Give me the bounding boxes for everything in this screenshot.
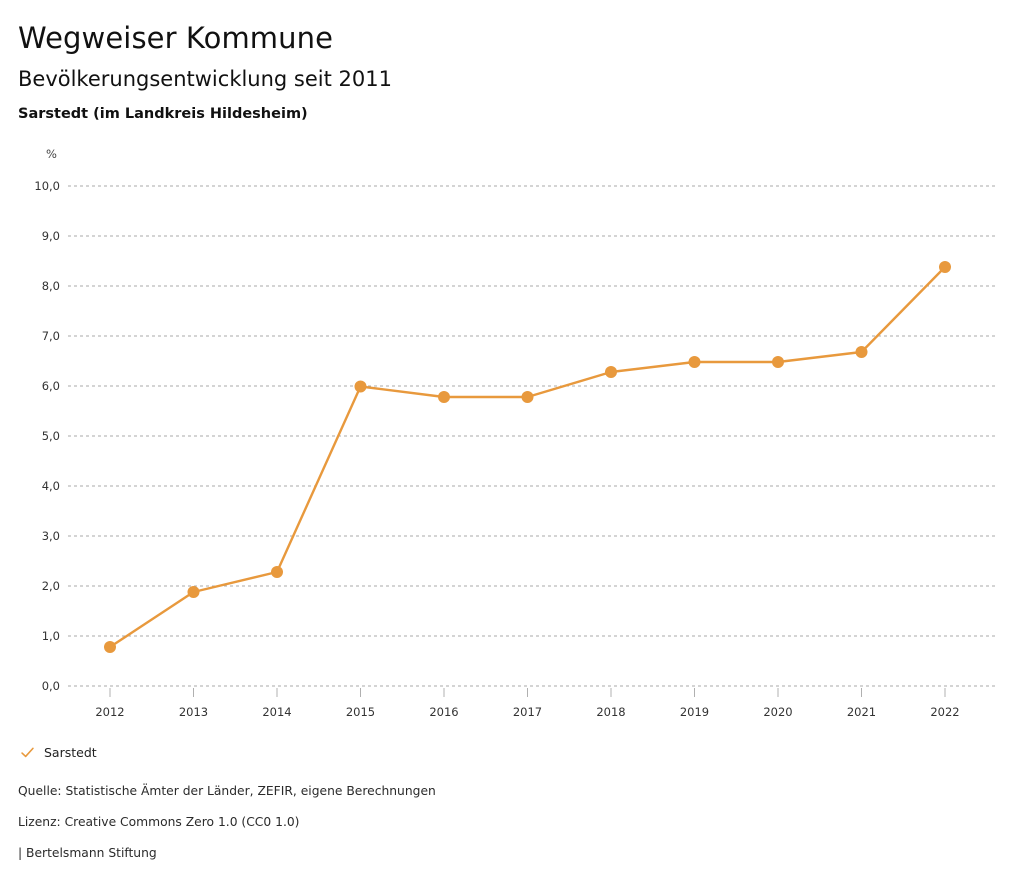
x-axis-tick-label: 2012 [95, 705, 125, 719]
x-axis-tick-label: 2021 [846, 705, 877, 719]
legend-item-label: Sarstedt [44, 745, 97, 760]
data-point[interactable] [939, 261, 951, 273]
series-line [108, 265, 947, 649]
data-point[interactable] [772, 356, 784, 368]
y-axis-tick-label: 0,0 [41, 679, 60, 693]
y-axis-tick-label: 10,0 [34, 179, 60, 193]
x-axis-tick-label: 2015 [345, 705, 376, 719]
x-axis-tick-label: 2014 [262, 705, 292, 719]
x-axis-tick-label: 2013 [178, 705, 209, 719]
y-axis-tick-label: 2,0 [41, 579, 60, 593]
data-point[interactable] [187, 586, 200, 598]
data-point[interactable] [104, 641, 116, 653]
data-point[interactable] [855, 346, 868, 358]
x-axis-tick-label: 2019 [679, 705, 710, 719]
data-point[interactable] [688, 356, 701, 368]
data-point[interactable] [438, 391, 450, 403]
x-axis-tick-label: 2018 [596, 705, 626, 719]
y-axis-tick-label: 6,0 [41, 379, 60, 393]
y-axis-tick-label: 9,0 [41, 229, 60, 243]
y-axis-tick-label: 4,0 [41, 479, 60, 493]
y-axis-tick-label: 8,0 [41, 279, 60, 293]
page-title: Wegweiser Kommune [18, 21, 334, 55]
chart-region-label: Sarstedt (im Landkreis Hildesheim) [18, 106, 308, 122]
footer-source: Quelle: Statistische Ämter der Länder, Z… [18, 784, 436, 798]
y-axis-tick-label: 1,0 [41, 629, 60, 643]
x-axis-tick-label: 2016 [429, 705, 459, 719]
footer-publisher: | Bertelsmann Stiftung [18, 846, 157, 860]
y-axis-labels: 0,0 1,0 2,0 3,0 4,0 5,0 6,0 7,0 8,0 9,0 10,0 [18, 0, 60, 888]
data-point[interactable] [354, 380, 367, 393]
chart-legend[interactable]: Sarstedt [20, 745, 97, 760]
footer-license: Lizenz: Creative Commons Zero 1.0 (CC0 1… [18, 815, 300, 829]
y-axis-tick-label: 7,0 [41, 329, 60, 343]
check-icon [21, 747, 34, 758]
data-point[interactable] [271, 566, 283, 578]
y-axis-unit-label: % [46, 147, 57, 161]
chart-subtitle: Bevölkerungsentwicklung seit 2011 [18, 67, 392, 91]
x-axis-tick-label: 2020 [763, 705, 793, 719]
x-axis-tick-label: 2017 [512, 705, 543, 719]
data-point[interactable] [605, 366, 617, 378]
data-point[interactable] [521, 391, 534, 403]
x-axis-tick-label: 2022 [930, 705, 960, 719]
y-axis-tick-label: 5,0 [41, 429, 60, 443]
y-axis-tick-label: 3,0 [41, 529, 60, 543]
